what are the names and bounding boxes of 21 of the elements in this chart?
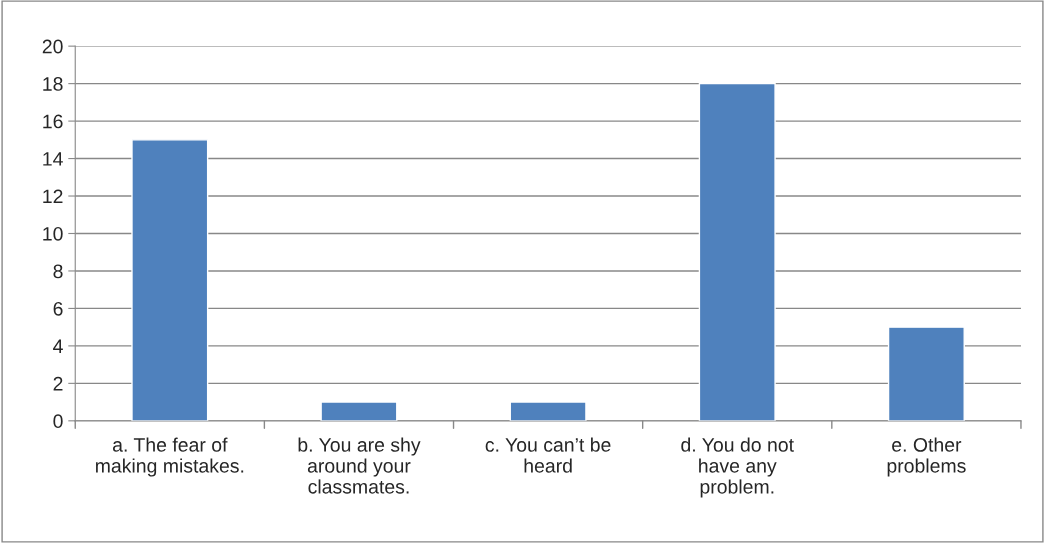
y-tick-label: 6 bbox=[53, 301, 63, 316]
bar bbox=[509, 401, 587, 421]
y-tick-label: 14 bbox=[43, 152, 63, 166]
y-tick-label: 8 bbox=[53, 264, 63, 279]
x-tick-label: e. Other problems bbox=[887, 437, 966, 477]
y-tick-label: 10 bbox=[43, 226, 63, 241]
y-tick-label: 12 bbox=[43, 189, 63, 204]
y-tick-label: 18 bbox=[43, 77, 63, 91]
y-tick-label: 16 bbox=[43, 114, 63, 129]
y-tick-label: 4 bbox=[53, 339, 63, 353]
bar bbox=[131, 139, 209, 421]
x-tick-label: c. You can’t be heard bbox=[485, 437, 611, 473]
bar bbox=[320, 401, 398, 421]
bar bbox=[698, 82, 776, 421]
y-tick-label: 0 bbox=[53, 414, 63, 429]
x-tick-label: b. You are shy around your classmates. bbox=[298, 437, 421, 494]
x-tick-label: d. You do not have any problem. bbox=[681, 437, 794, 498]
x-tick-label: a. The fear of making mistakes. bbox=[96, 437, 244, 477]
y-tick-label: 20 bbox=[42, 39, 63, 54]
bar bbox=[887, 326, 965, 421]
y-tick-label: 2 bbox=[53, 376, 63, 391]
